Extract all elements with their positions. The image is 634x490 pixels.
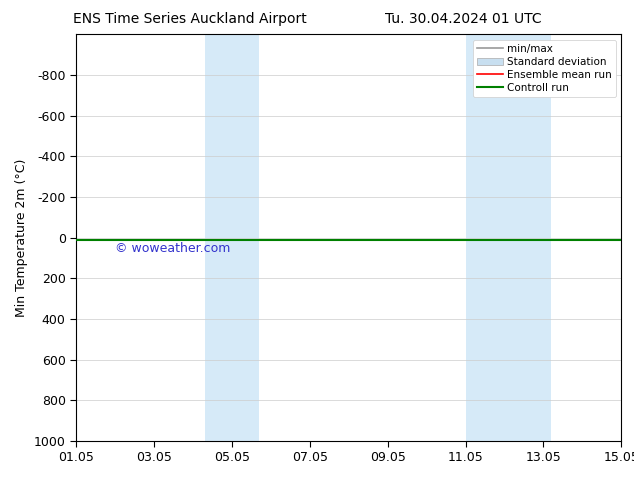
- Legend: min/max, Standard deviation, Ensemble mean run, Controll run: min/max, Standard deviation, Ensemble me…: [473, 40, 616, 97]
- Text: ENS Time Series Auckland Airport: ENS Time Series Auckland Airport: [74, 12, 307, 26]
- Bar: [465, 34, 551, 441]
- Text: Tu. 30.04.2024 01 UTC: Tu. 30.04.2024 01 UTC: [384, 12, 541, 26]
- Y-axis label: Min Temperature 2m (°C): Min Temperature 2m (°C): [15, 158, 29, 317]
- Text: © woweather.com: © woweather.com: [115, 243, 230, 255]
- Bar: [205, 34, 259, 441]
